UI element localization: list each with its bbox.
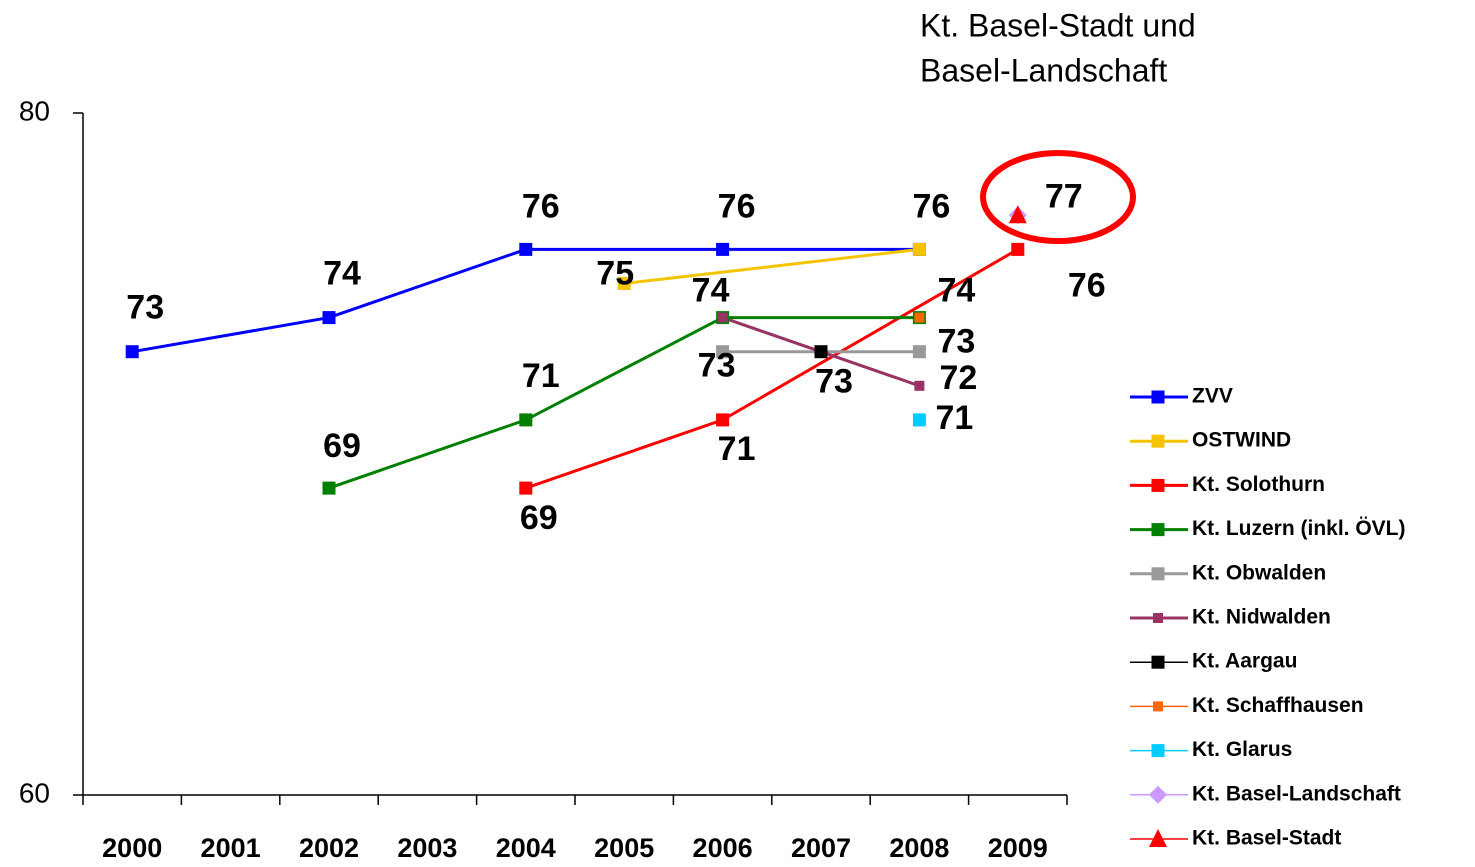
- legend-label: Kt. Obwalden: [1192, 561, 1326, 584]
- data-point: [125, 345, 139, 359]
- data-point: [717, 312, 728, 323]
- annotation: Basel-Landschaft: [920, 52, 1167, 88]
- data-label: 73: [698, 347, 736, 385]
- data-point: [912, 242, 926, 256]
- legend-label: Kt. Basel-Landschaft: [1192, 782, 1401, 805]
- legend-marker: [1151, 390, 1165, 404]
- data-label: 73: [815, 363, 853, 401]
- x-tick-label: 2003: [397, 833, 457, 863]
- x-tick-label: 2008: [889, 833, 949, 863]
- y-tick-label: 60: [19, 777, 50, 808]
- legend-label: Kt. Solothurn: [1192, 473, 1325, 496]
- data-label: 69: [520, 499, 558, 537]
- legend-marker: [1151, 655, 1165, 669]
- legend-label: OSTWIND: [1192, 429, 1291, 452]
- legend-label: Kt. Aargau: [1192, 650, 1297, 673]
- data-point: [914, 312, 925, 323]
- x-tick-label: 2005: [594, 833, 654, 863]
- data-label: 72: [939, 359, 977, 397]
- legend-label: Kt. Luzern (inkl. ÖVL): [1192, 517, 1406, 540]
- x-tick-label: 2002: [299, 833, 359, 863]
- x-tick-label: 2000: [102, 833, 162, 863]
- x-tick-label: 2004: [496, 833, 556, 863]
- x-tick-label: 2001: [201, 833, 261, 863]
- data-label: 71: [935, 399, 973, 437]
- legend-marker: [1151, 567, 1165, 581]
- data-point: [322, 481, 336, 495]
- data-label: 77: [1045, 177, 1083, 215]
- data-point: [716, 413, 730, 427]
- legend-marker: [1153, 701, 1163, 712]
- y-tick-label: 80: [19, 95, 50, 126]
- data-point: [519, 413, 533, 427]
- x-tick-label: 2006: [693, 833, 753, 863]
- data-label: 71: [718, 430, 756, 468]
- data-label: 75: [596, 254, 634, 292]
- data-label: 76: [1068, 266, 1106, 304]
- data-label: 76: [912, 187, 950, 225]
- data-point: [1008, 205, 1027, 224]
- data-label: 73: [126, 289, 164, 327]
- legend-marker: [1149, 785, 1167, 804]
- highlight-circle: [980, 150, 1136, 244]
- legend-marker: [1151, 744, 1165, 758]
- data-point: [519, 481, 533, 495]
- series-line: [131, 247, 920, 354]
- data-label: 74: [937, 272, 975, 310]
- legend-marker: [1151, 523, 1165, 537]
- x-tick-label: 2009: [988, 833, 1048, 863]
- data-label: 74: [323, 255, 361, 293]
- legend-marker: [1153, 613, 1163, 623]
- data-point: [716, 242, 730, 256]
- x-tick-label: 2007: [791, 833, 851, 863]
- legend-marker: [1151, 434, 1165, 448]
- series-line: [328, 316, 920, 490]
- data-point: [1011, 242, 1025, 256]
- data-point: [814, 345, 828, 359]
- data-point: [912, 345, 926, 359]
- data-label: 71: [522, 357, 560, 395]
- data-point: [716, 345, 730, 359]
- legend-label: Kt. Nidwalden: [1192, 606, 1331, 629]
- series-line: [624, 247, 920, 285]
- legend-label: Kt. Basel-Stadt: [1192, 827, 1341, 850]
- annotation: Kt. Basel-Stadt und: [920, 7, 1196, 43]
- data-point: [912, 413, 926, 427]
- data-label: 76: [718, 187, 756, 225]
- data-point: [519, 242, 533, 256]
- legend-label: ZVV: [1192, 385, 1233, 408]
- data-point: [914, 380, 925, 391]
- data-label: 74: [692, 272, 730, 310]
- legend-marker: [1151, 478, 1165, 492]
- data-point: [617, 277, 631, 290]
- data-label: 76: [522, 187, 560, 225]
- data-point: [322, 311, 336, 325]
- legend-marker: [1149, 829, 1167, 847]
- data-label: 69: [323, 427, 361, 465]
- data-label: 73: [937, 323, 975, 361]
- legend-label: Kt. Glarus: [1192, 738, 1292, 761]
- legend-label: Kt. Schaffhausen: [1192, 694, 1364, 717]
